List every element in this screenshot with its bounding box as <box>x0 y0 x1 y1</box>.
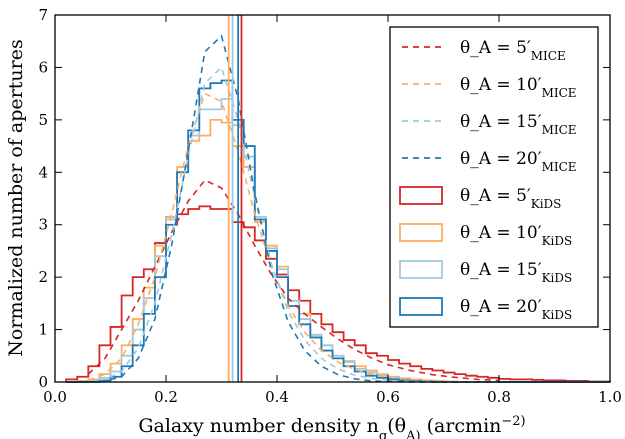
x-tick-label: 0.6 <box>376 388 400 406</box>
x-axis-label: Galaxy number density ng(θA) (arcmin−2) <box>138 414 525 439</box>
legend-label: θ_A = 15′MICE <box>460 112 577 137</box>
plot-frame <box>54 14 611 383</box>
legend: θ_A = 5′MICE θ_A = 10′MICE θ_A = 15′MICE θ_… <box>389 26 599 328</box>
legend-swatch <box>399 297 443 316</box>
legend-swatch <box>399 186 443 205</box>
axis-ticks: 0.0 0.2 0.4 0.6 0.8 1.0 0 1 2 3 4 5 6 7 <box>38 6 621 406</box>
series-kids-step <box>65 205 611 383</box>
legend-label: θ_A = 20′KiDS <box>460 297 572 322</box>
legend-label: θ_A = 10′MICE <box>460 75 577 100</box>
mean-lines <box>227 15 243 382</box>
x-tick-label: 0.4 <box>265 388 289 406</box>
legend-label: θ_A = 15′KiDS <box>460 260 572 285</box>
y-tick-label: 2 <box>38 268 48 286</box>
y-tick-label: 7 <box>38 6 48 24</box>
legend-label: θ_A = 20′MICE <box>460 149 577 174</box>
legend-label: θ_A = 10′KiDS <box>460 223 572 248</box>
y-tick-label: 1 <box>38 321 48 339</box>
x-tick-label: 0.8 <box>487 388 511 406</box>
legend-label: θ_A = 5′MICE <box>460 38 566 63</box>
y-tick-label: 4 <box>38 163 48 181</box>
x-tick-label: 1.0 <box>598 388 622 406</box>
series-mice-dashed <box>88 65 499 383</box>
y-tick-label: 3 <box>38 216 48 234</box>
y-tick-label: 0 <box>38 373 48 391</box>
legend-swatch <box>399 223 443 242</box>
x-tick-label: 0.0 <box>43 388 67 406</box>
y-tick-label: 6 <box>38 58 48 76</box>
y-tick-label: 5 <box>38 111 48 129</box>
y-axis-label: Normalized number of apertures <box>5 39 27 356</box>
legend-swatch <box>399 260 443 279</box>
x-tick-label: 0.2 <box>154 388 178 406</box>
legend-label: θ_A = 5′KiDS <box>460 186 561 211</box>
legend-box <box>389 26 599 328</box>
series-mice-dashed <box>87 179 500 382</box>
